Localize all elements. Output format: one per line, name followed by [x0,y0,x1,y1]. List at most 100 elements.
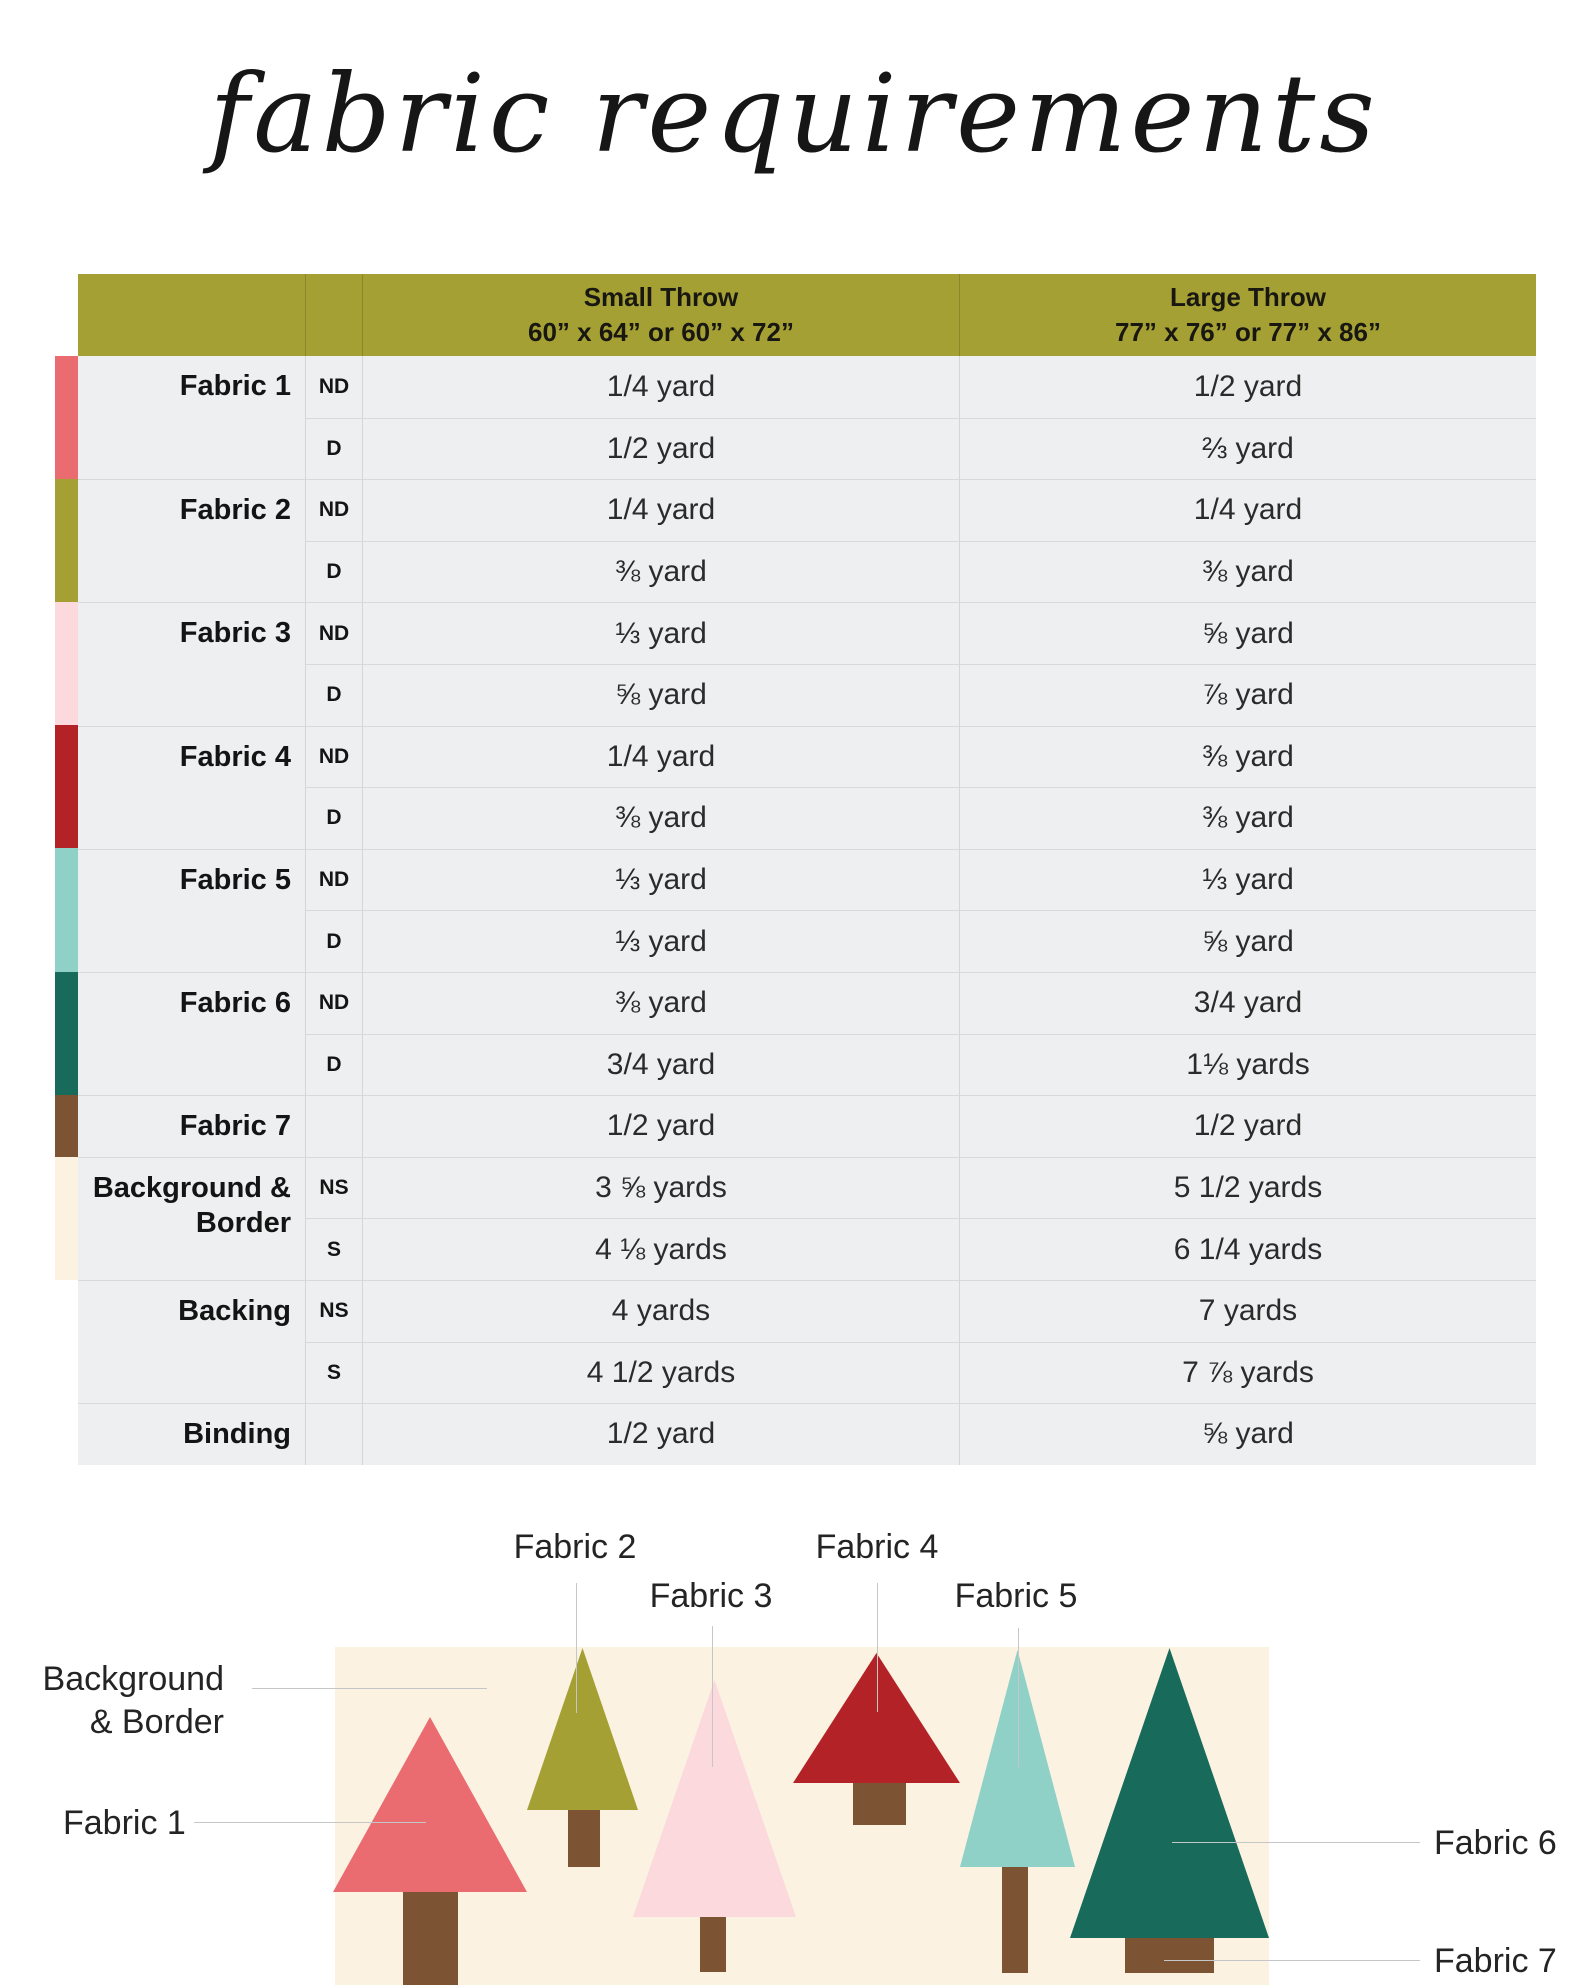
leader-fabric-2 [576,1583,577,1713]
diagram-label-background-border: Background & Border [42,1660,224,1741]
cut-type: D [305,787,362,849]
tree-2-trunk [568,1808,600,1867]
small-throw-value: ⅓ yard [362,910,959,972]
row-label-binding: Binding [78,1403,305,1465]
diagram-label-fabric-3: Fabric 3 [649,1577,773,1615]
page-title: fabric requirements [209,52,1379,177]
leader-fabric-3 [712,1626,713,1767]
cut-type: ND [305,848,362,911]
tree-1-trunk [403,1890,458,1985]
diagram-label-fabric-5: Fabric 5 [954,1577,1078,1615]
row-label-backing: Backing [78,1279,305,1404]
header-large-throw: Large Throw 77” x 76” or 77” x 86” [959,274,1536,356]
large-throw-value: 3/4 yard [959,971,1536,1034]
small-throw-value: 1/2 yard [362,417,959,480]
large-throw-value: 1/4 yard [959,479,1536,541]
large-throw-value: ⅓ yard [959,848,1536,911]
small-throw-value: 1/4 yard [362,725,959,788]
cut-type: D [305,1033,362,1096]
tree-3-trunk [700,1915,726,1972]
swatch-fabric-6 [55,972,78,1095]
large-throw-value: ⅞ yard [959,663,1536,726]
small-throw-value: 3/4 yard [362,1033,959,1096]
header-large-throw-sizes: 77” x 76” or 77” x 86” [1115,317,1381,347]
fabric-requirements-table: Small Throw 60” x 64” or 60” x 72” Large… [78,274,1536,1465]
leader-fabric-1 [194,1822,426,1823]
small-throw-value: 1/4 yard [362,356,959,418]
small-throw-value: 1/2 yard [362,1095,959,1157]
small-throw-value: ⅝ yard [362,663,959,726]
small-throw-value: ⅜ yard [362,971,959,1034]
swatch-fabric-1 [55,356,78,479]
large-throw-value: 1⅛ yards [959,1033,1536,1096]
tree-6-trunk [1125,1936,1214,1973]
tree-5-trunk [1002,1865,1028,1973]
cut-type: D [305,540,362,603]
cut-type: NS [305,1279,362,1342]
leader-fabric-6 [1172,1842,1420,1843]
diagram-label-fabric-6: Fabric 6 [1434,1824,1557,1862]
cut-type: D [305,663,362,726]
large-throw-value: ⅝ yard [959,910,1536,972]
cut-type: ND [305,356,362,418]
tree-4-trunk [853,1781,906,1825]
row-label-fabric-6: Fabric 6 [78,971,305,1096]
cut-type [305,1403,362,1465]
row-label-fabric-2: Fabric 2 [78,479,305,603]
cut-type: NS [305,1156,362,1219]
cut-type: ND [305,479,362,541]
large-throw-value: ⅜ yard [959,725,1536,788]
small-throw-value: 1/2 yard [362,1403,959,1465]
small-throw-value: ⅜ yard [362,540,959,603]
large-throw-value: ⅔ yard [959,417,1536,480]
cut-type: D [305,910,362,972]
diagram-label-fabric-1: Fabric 1 [63,1804,186,1842]
header-small-throw-title: Small Throw [583,281,739,312]
cut-type: D [305,417,362,480]
header-large-throw-title: Large Throw [1169,281,1326,312]
large-throw-value: 7 ⅞ yards [959,1341,1536,1404]
row-label-fabric-1: Fabric 1 [78,356,305,480]
header-small-throw: Small Throw 60” x 64” or 60” x 72” [362,274,959,356]
cut-type: S [305,1341,362,1404]
small-throw-value: ⅜ yard [362,787,959,849]
diagram-label-fabric-4: Fabric 4 [815,1528,939,1566]
row-label-fabric-4: Fabric 4 [78,725,305,849]
cut-type: ND [305,971,362,1034]
small-throw-value: 4 yards [362,1279,959,1342]
leader-fabric-7 [1164,1960,1420,1961]
large-throw-value: 1/2 yard [959,356,1536,418]
large-throw-value: 5 1/2 yards [959,1156,1536,1219]
large-throw-value: ⅜ yard [959,787,1536,849]
header-small-throw-sizes: 60” x 64” or 60” x 72” [528,317,794,347]
cut-type: ND [305,725,362,788]
row-label-fabric-7: Fabric 7 [78,1095,305,1157]
swatch-background [55,1157,78,1280]
small-throw-value: 3 ⅝ yards [362,1156,959,1219]
leader-fabric-4 [877,1583,878,1712]
large-throw-value: ⅝ yard [959,1403,1536,1465]
leader-background-border [252,1688,487,1689]
large-throw-value: 7 yards [959,1279,1536,1342]
row-label-background-border: Background & Border [78,1156,305,1280]
diagram-label-fabric-2: Fabric 2 [513,1528,637,1566]
swatch-fabric-2 [55,479,78,602]
swatch-fabric-7 [55,1095,78,1157]
small-throw-value: ⅓ yard [362,602,959,664]
small-throw-value: 4 ⅛ yards [362,1218,959,1280]
small-throw-value: 1/4 yard [362,479,959,541]
diagram-label-fabric-7: Fabric 7 [1434,1942,1557,1980]
header-blank-type [305,274,362,356]
swatch-fabric-5 [55,848,78,972]
large-throw-value: ⅝ yard [959,602,1536,664]
row-label-fabric-3: Fabric 3 [78,602,305,726]
cut-type [305,1095,362,1157]
cut-type: S [305,1218,362,1280]
header-blank-label [78,274,305,356]
swatch-fabric-3 [55,602,78,725]
cut-type: ND [305,602,362,664]
swatch-fabric-4 [55,725,78,848]
row-label-fabric-5: Fabric 5 [78,848,305,972]
small-throw-value: ⅓ yard [362,848,959,911]
